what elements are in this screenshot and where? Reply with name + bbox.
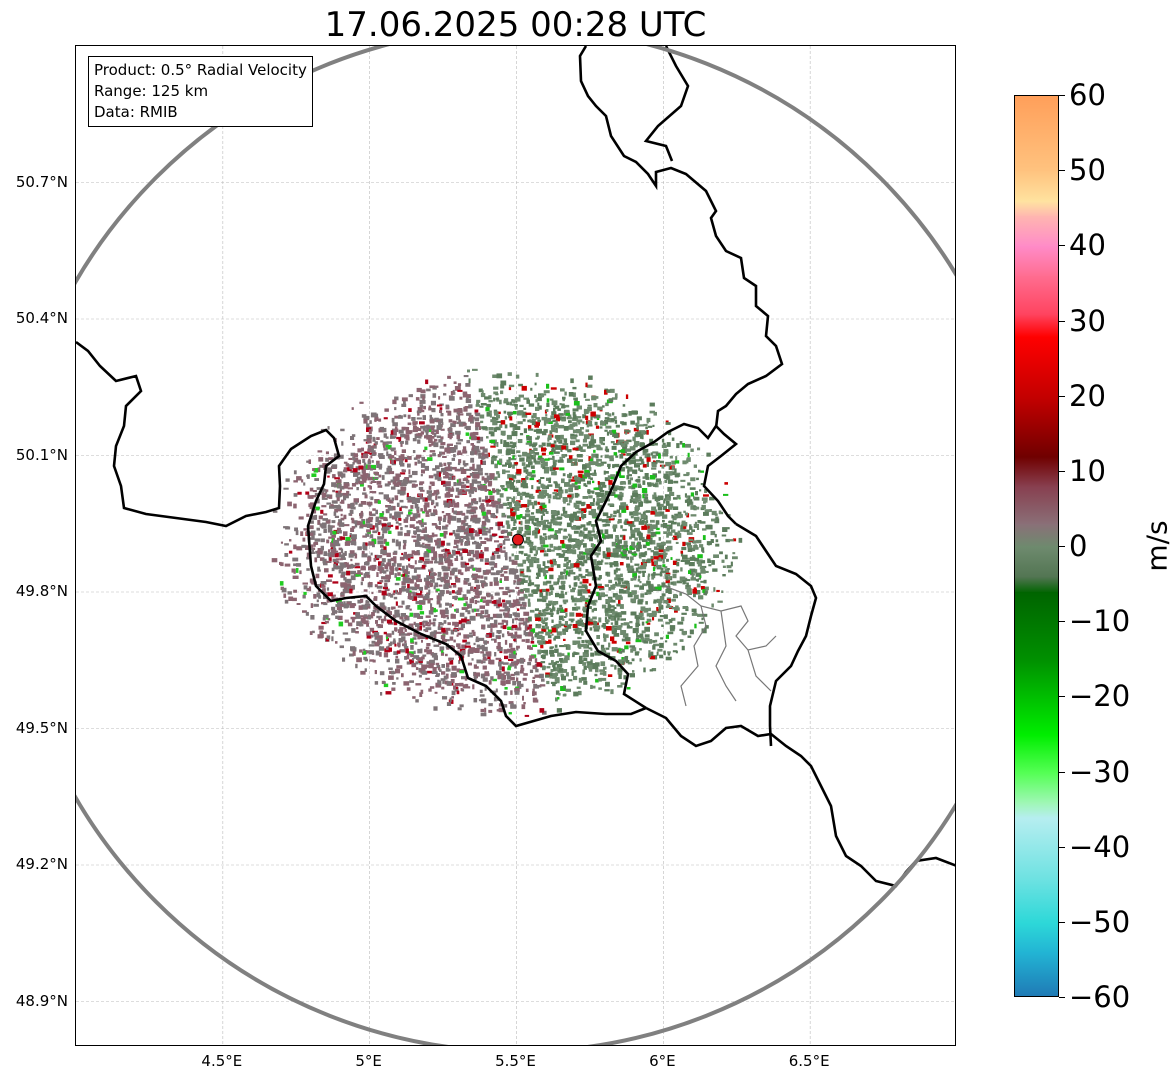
colorbar-tick-label: 10 [1069, 453, 1106, 488]
colorbar-tick [1059, 696, 1065, 698]
data-source-label: Data: RMIB [94, 103, 178, 121]
lux-cantons [663, 585, 777, 707]
lat-tick-label: 49.8°N [15, 582, 68, 600]
border-lu-de [578, 46, 784, 429]
colorbar-tick-label: −40 [1069, 829, 1131, 864]
product-label: Product: 0.5° Radial Velocity [94, 61, 307, 79]
colorbar-segment [1015, 313, 1058, 338]
colorbar-segment [1015, 772, 1058, 804]
lat-tick-label: 50.1°N [15, 445, 68, 464]
lon-tick-label: 5°E [355, 1052, 382, 1070]
lon-tick-label: 5.5°E [495, 1052, 536, 1070]
colorbar-tick [1059, 395, 1065, 397]
velocity-echoes [271, 368, 743, 717]
colorbar-tick [1059, 921, 1065, 923]
colorbar-tick-label: −30 [1069, 754, 1131, 789]
lat-tick-label: 50.7°N [15, 172, 68, 191]
colorbar-segment [1015, 592, 1058, 661]
colorbar-segment [1015, 456, 1058, 488]
lon-tick-label: 6°E [649, 1052, 676, 1070]
colorbar-tick [1059, 546, 1065, 547]
colorbar-tick [1059, 245, 1065, 247]
colorbar-segment [1015, 171, 1058, 202]
colorbar-segment [1015, 577, 1058, 593]
colorbar-tick-label: −10 [1069, 604, 1131, 639]
colorbar-segment [1015, 734, 1058, 773]
country-borders [76, 46, 955, 888]
lon-tick-label: 6.5°E [788, 1052, 830, 1070]
colorbar-tick-label: 50 [1069, 153, 1106, 188]
colorbar-segment [1015, 336, 1058, 398]
colorbar-tick-label: −50 [1069, 904, 1131, 939]
colorbar-segment [1015, 547, 1058, 578]
colorbar-segment [1015, 952, 1058, 996]
colorbar-tick [1059, 470, 1065, 472]
colorbar-segment [1015, 246, 1058, 277]
colorbar-segment [1015, 922, 1058, 954]
border-be-lu [584, 422, 739, 710]
border-be-fr [76, 340, 647, 728]
colorbar-tick [1059, 771, 1065, 773]
radar-map[interactable] [75, 45, 956, 1046]
colorbar [1014, 95, 1059, 997]
lat-tick-label: 48.9°N [15, 991, 68, 1010]
colorbar-tick-label: −20 [1069, 679, 1131, 714]
colorbar-tick [1059, 846, 1065, 848]
radar-site-marker[interactable] [511, 533, 524, 546]
colorbar-segment [1015, 817, 1058, 879]
colorbar-tick [1059, 621, 1065, 623]
colorbar-tick-label: −60 [1069, 980, 1131, 1014]
colorbar-segment [1015, 486, 1058, 525]
range-label: Range: 125 km [94, 82, 209, 100]
colorbar-segment [1015, 216, 1058, 247]
colorbar-tick [1059, 95, 1065, 96]
border-lu-east [735, 522, 818, 747]
colorbar-tick-label: 0 [1069, 529, 1088, 563]
colorbar-tick-label: 30 [1069, 303, 1106, 338]
colorbar-tick-label: 20 [1069, 378, 1106, 413]
colorbar-tick-label: 40 [1069, 228, 1106, 263]
colorbar-segment [1015, 201, 1058, 217]
colorbar-tick [1059, 170, 1065, 172]
border-de-north [643, 46, 690, 162]
colorbar-tick [1059, 320, 1065, 322]
lat-tick-label: 50.4°N [15, 309, 68, 327]
colorbar-segment [1015, 802, 1058, 819]
colorbar-segment [1015, 877, 1058, 924]
colorbar-segment [1015, 276, 1058, 315]
map-title: 17.06.2025 00:28 UTC [324, 5, 707, 45]
colorbar-segment [1015, 524, 1058, 548]
lat-tick-label: 49.5°N [15, 718, 68, 737]
colorbar-tick [1059, 997, 1065, 998]
lon-tick-label: 4.5°E [201, 1052, 243, 1070]
colorbar-unit: m/s [1140, 520, 1171, 572]
border-de-fr [645, 706, 955, 888]
colorbar-tick-label: 60 [1069, 78, 1106, 112]
colorbar-segment [1015, 96, 1058, 172]
product-info-box: Product: 0.5° Radial Velocity Range: 125… [88, 56, 313, 127]
colorbar-segment [1015, 659, 1058, 736]
colorbar-segment [1015, 396, 1058, 458]
lat-tick-label: 49.2°N [15, 855, 68, 873]
